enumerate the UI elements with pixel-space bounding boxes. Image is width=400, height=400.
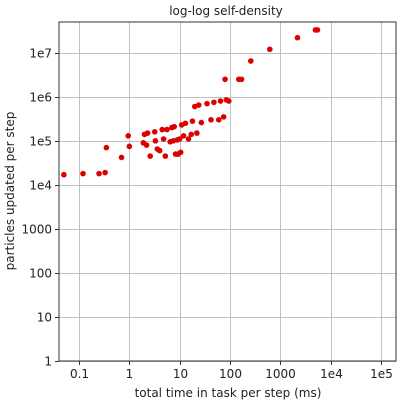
data-point [80,170,86,177]
data-point [195,102,202,108]
y-tick-label: 1e6 [29,91,52,105]
y-tick-label: 1 [44,355,52,369]
data-point [147,153,154,159]
y-axis-label: particles updated per step [3,112,17,271]
y-tick-label: 1e5 [29,135,52,149]
x-tick-label: 0.1 [70,367,89,381]
y-tick-label: 1e4 [29,179,52,193]
data-point [208,117,214,123]
data-point [294,34,301,41]
data-point [126,143,133,150]
data-point [222,76,228,83]
data-point [211,99,217,106]
data-point [180,133,187,139]
plot-frame [58,21,397,362]
data-point [177,149,184,156]
data-point [160,136,167,142]
data-point [189,118,196,124]
x-tick-label: 100 [219,367,242,381]
grid-layer [59,22,396,362]
data-point [171,123,178,130]
data-point [314,27,321,33]
data-point [217,98,224,104]
data-point [220,114,227,120]
x-tick-label: 10 [173,367,188,381]
y-tick-label: 10 [37,311,52,325]
data-point [248,58,254,64]
tick-layer: 0.1 1 10 100 1000 1e4 1e5 1 10 100 1000 1e4 1e5 1e6 1e… [21,47,392,382]
x-tick-label: 1e5 [370,367,393,381]
data-point [182,120,189,127]
data-point [176,136,183,142]
data-point [118,154,125,161]
y-tick-label: 100 [29,267,52,281]
y-tick-label: 1000 [21,223,52,237]
data-point [125,133,132,139]
data-point [185,136,192,142]
y-tick-label: 1e7 [29,47,52,61]
data-point [226,98,232,104]
data-point [164,126,170,133]
x-tick-label: 1e4 [320,367,343,381]
data-point [198,119,205,126]
data-point [266,46,273,53]
x-tick-label: 1000 [265,367,296,381]
data-point [194,130,200,136]
data-point [238,76,245,83]
data-point [103,144,110,151]
data-point [215,117,222,123]
data-point [156,147,163,154]
point-layer [61,27,321,178]
data-point [152,138,159,144]
chart-title: log-log self-density [169,4,283,18]
x-axis-label: total time in task per step (ms) [135,386,322,400]
data-point [61,171,67,178]
data-point [151,129,158,135]
data-point [162,153,169,159]
data-point [159,126,165,133]
data-point [204,100,210,107]
x-tick-label: 1 [126,367,134,381]
data-point [102,169,108,176]
data-point [144,130,151,136]
data-point [96,170,102,177]
data-point [188,131,195,138]
data-point [143,142,150,148]
